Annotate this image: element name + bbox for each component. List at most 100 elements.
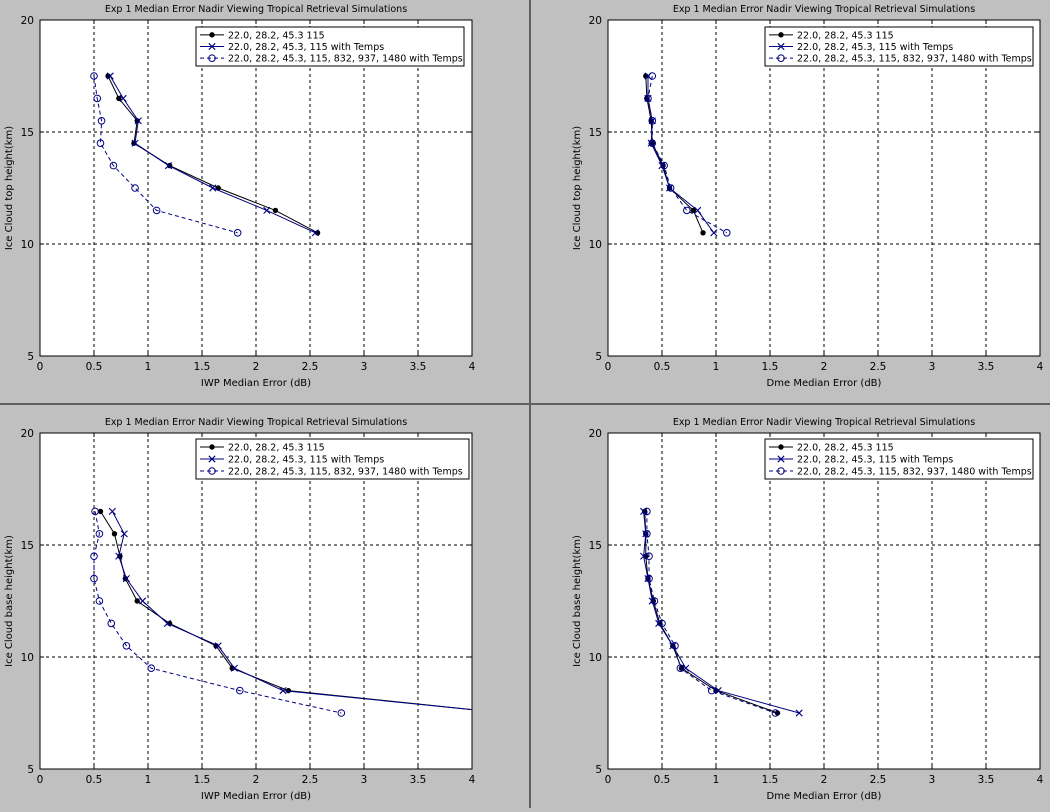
data-point xyxy=(97,117,106,125)
x-tick-label: 0.5 xyxy=(86,774,103,786)
data-point xyxy=(279,687,287,695)
data-point xyxy=(648,597,656,605)
legend-marker xyxy=(777,455,785,463)
y-tick-label: 10 xyxy=(21,239,34,251)
data-point xyxy=(109,161,118,170)
legend-label: 22.0, 28.2, 45.3, 115 with Temps xyxy=(797,455,953,466)
x-axis-label: IWP Median Error (dB) xyxy=(201,791,311,802)
series-line xyxy=(644,511,778,714)
chart-title: Exp 1 Median Error Nadir Viewing Tropica… xyxy=(673,4,975,15)
series-line xyxy=(647,76,715,234)
x-tick-label: 4 xyxy=(469,774,476,786)
x-tick-label: 2 xyxy=(821,361,828,373)
y-axis-label: Ice Cloud base height(km) xyxy=(572,535,583,667)
y-tick-label: 15 xyxy=(589,127,602,139)
data-point xyxy=(263,206,271,214)
series-line xyxy=(100,511,473,711)
chart-4: 0 0.5 1 1.5 2 2.5 3 3.5 4 5 10 15 20 Exp 1 Median Err… xyxy=(572,417,1044,802)
x-tick-label: 1.5 xyxy=(194,361,211,373)
data-point xyxy=(643,530,651,538)
data-point xyxy=(95,597,104,605)
chart-title: Exp 1 Median Error Nadir Viewing Tropica… xyxy=(673,417,975,428)
data-point xyxy=(645,574,653,583)
legend-marker xyxy=(208,467,216,475)
x-tick-label: 3.5 xyxy=(978,361,995,373)
data-point xyxy=(119,94,127,102)
data-point xyxy=(644,575,652,583)
legend-label: 22.0, 28.2, 45.3, 115 with Temps xyxy=(228,42,384,53)
x-tick-label: 1 xyxy=(145,774,152,786)
data-point xyxy=(671,642,679,650)
legend-label: 22.0, 28.2, 45.3, 115, 832, 937, 1480 wi… xyxy=(797,467,1032,478)
data-point xyxy=(795,709,803,717)
data-point xyxy=(214,642,222,650)
data-point xyxy=(230,664,238,672)
data-point xyxy=(108,507,116,515)
x-tick-label: 0.5 xyxy=(654,361,671,373)
data-point xyxy=(107,619,116,628)
legend-label: 22.0, 28.2, 45.3, 115, 832, 937, 1480 wi… xyxy=(797,54,1032,65)
x-axis-label: IWP Median Error (dB) xyxy=(201,378,311,389)
data-point xyxy=(97,508,104,515)
x-tick-label: 4 xyxy=(469,361,476,373)
data-point xyxy=(648,72,657,80)
x-tick-label: 3 xyxy=(929,774,936,786)
data-point xyxy=(694,206,702,214)
chart-3: 0 0.5 1 1.5 2 2.5 3 3.5 4 5 10 15 20 Exp 1 Median Err… xyxy=(4,417,476,802)
y-tick-label: 10 xyxy=(589,652,602,664)
x-tick-label: 3.5 xyxy=(410,361,427,373)
data-point xyxy=(648,117,657,125)
data-point xyxy=(658,619,666,628)
legend-marker xyxy=(777,54,785,62)
legend-marker xyxy=(208,42,216,51)
legend-label: 22.0, 28.2, 45.3, 115, 832, 937, 1480 wi… xyxy=(228,54,463,65)
series-3 xyxy=(644,72,731,237)
data-point xyxy=(640,552,648,560)
legend-box xyxy=(195,438,470,480)
data-point xyxy=(700,230,706,236)
series-2 xyxy=(108,507,473,711)
data-point xyxy=(666,184,675,192)
legend-marker xyxy=(209,32,215,38)
x-tick-label: 1.5 xyxy=(194,774,211,786)
data-point xyxy=(122,575,130,583)
data-point xyxy=(645,552,653,561)
x-axis-label: Dme Median Error (dB) xyxy=(767,791,882,802)
y-tick-label: 10 xyxy=(589,239,602,251)
data-point xyxy=(163,619,172,627)
data-point xyxy=(122,642,131,650)
series-3 xyxy=(90,507,346,717)
data-point xyxy=(676,664,685,673)
chart-1: 0 0.5 1 1.5 2 2.5 3 3.5 4 5 10 15 20 Exp 1 Median Err… xyxy=(4,4,476,389)
x-tick-label: 4 xyxy=(1037,774,1044,786)
data-point xyxy=(164,162,173,170)
legend-label: 22.0, 28.2, 45.3, 115, 832, 937, 1480 wi… xyxy=(228,467,463,478)
legend-marker xyxy=(778,444,784,450)
series-3 xyxy=(90,72,242,237)
data-point xyxy=(147,664,156,673)
chart-title: Exp 1 Median Error Nadir Viewing Tropica… xyxy=(105,417,407,428)
data-point xyxy=(771,709,780,717)
data-point xyxy=(95,530,104,538)
y-tick-label: 20 xyxy=(589,428,602,440)
data-point xyxy=(90,72,98,80)
data-point xyxy=(91,507,99,516)
y-tick-label: 5 xyxy=(595,764,602,776)
data-point xyxy=(111,531,118,537)
data-point xyxy=(643,507,651,516)
x-tick-label: 1 xyxy=(145,361,152,373)
x-tick-label: 2 xyxy=(253,774,260,786)
y-tick-label: 5 xyxy=(27,764,34,776)
x-tick-label: 2.5 xyxy=(302,361,319,373)
x-tick-label: 3 xyxy=(361,774,368,786)
data-point xyxy=(116,95,122,102)
y-axis-label: Ice Cloud base height(km) xyxy=(4,535,15,667)
x-tick-label: 3.5 xyxy=(410,774,427,786)
legend-label: 22.0, 28.2, 45.3, 115 with Temps xyxy=(797,42,953,53)
